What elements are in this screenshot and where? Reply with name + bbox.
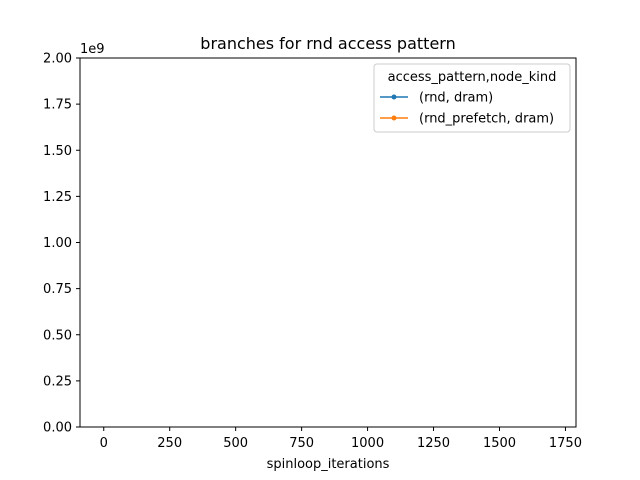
y-tick-label: 1.50 <box>43 144 72 159</box>
x-tick-label: 0 <box>100 436 108 451</box>
y-tick-label: 0.50 <box>43 328 72 343</box>
y-axis-offset-label: 1e9 <box>80 42 105 57</box>
x-axis-label: spinloop_iterations <box>267 457 390 472</box>
legend-entry-label: (rnd, dram) <box>419 91 493 106</box>
x-tick-label: 500 <box>223 436 248 451</box>
legend: access_pattern,node_kind (rnd, dram)(rnd… <box>373 63 571 133</box>
y-tick-label: 2.00 <box>43 52 72 67</box>
legend-marker <box>391 115 397 121</box>
x-tick-label: 1750 <box>549 436 582 451</box>
legend-entries: (rnd, dram) (rnd_prefetch, dram) <box>380 91 554 127</box>
x-tick-label: 750 <box>289 436 314 451</box>
x-tick-label: 1250 <box>417 436 450 451</box>
y-tick-label: 0.00 <box>43 421 72 436</box>
x-tick-label: 250 <box>157 436 182 451</box>
x-axis-ticks: 0 250 500 750 1000 1250 1500 1750 <box>100 427 582 451</box>
x-tick-label: 1000 <box>351 436 384 451</box>
y-tick-label: 1.25 <box>43 190 72 205</box>
y-tick-label: 0.75 <box>43 282 72 297</box>
x-tick-label: 1500 <box>483 436 516 451</box>
y-tick-label: 1.75 <box>43 98 72 113</box>
y-tick-label: 0.25 <box>43 374 72 389</box>
legend-box <box>373 63 571 133</box>
legend-title: access_pattern,node_kind <box>388 70 557 85</box>
y-tick-label: 1.00 <box>43 236 72 251</box>
chart-title: branches for rnd access pattern <box>200 34 455 53</box>
legend-entry-label: (rnd_prefetch, dram) <box>419 112 554 127</box>
y-axis-ticks: 0.00 0.25 0.50 0.75 1.00 1.25 1.50 1.75 2.00 <box>43 52 80 436</box>
legend-marker <box>391 94 397 100</box>
